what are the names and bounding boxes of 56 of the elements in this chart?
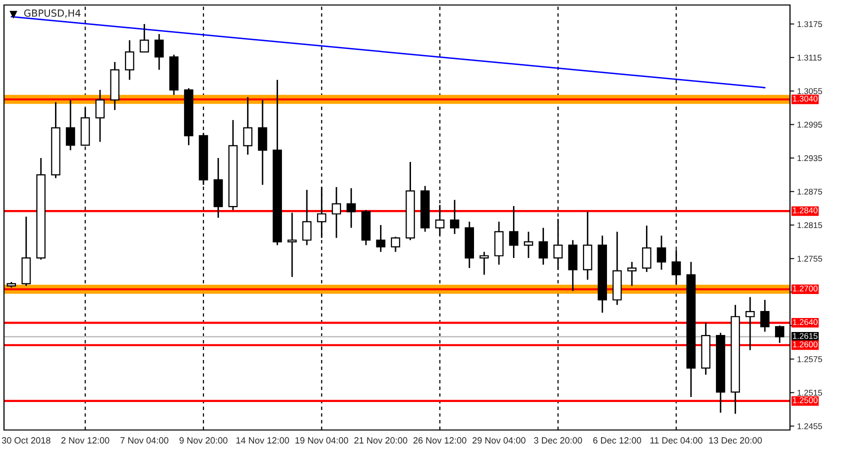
ref-line-label: 1.2500 xyxy=(792,397,818,404)
candlestick xyxy=(243,96,252,156)
x-tick-label: 21 Nov 20:00 xyxy=(354,437,408,444)
candlestick xyxy=(154,33,164,70)
x-tick-label: 30 Oct 2018 xyxy=(2,437,50,444)
x-tick-label: 6 Dec 12:00 xyxy=(593,437,642,444)
candlestick xyxy=(656,234,666,270)
candlestick xyxy=(480,251,489,276)
candlestick xyxy=(66,99,76,151)
ref-line-label: 1.2640 xyxy=(792,319,818,326)
candlestick xyxy=(775,324,784,344)
x-tick-label: 26 Nov 12:00 xyxy=(413,437,466,444)
x-tick-label: 29 Nov 04:00 xyxy=(472,437,526,444)
ref-line-label: 1.2840 xyxy=(792,207,818,214)
candlestick xyxy=(509,205,518,259)
candlestick xyxy=(524,231,534,259)
y-tick-label: 1.2875 xyxy=(798,188,822,195)
x-tick-label: 14 Nov 12:00 xyxy=(236,437,290,444)
y-tick-label: 1.2455 xyxy=(798,423,822,430)
candlestick xyxy=(745,296,755,351)
ref-line-label: 1.3040 xyxy=(792,96,818,102)
x-tick-label: 11 Dec 04:00 xyxy=(650,437,702,444)
y-tick-label: 1.2515 xyxy=(798,390,822,396)
candlestick xyxy=(287,212,297,278)
x-tick-label: 7 Nov 04:00 xyxy=(120,437,168,444)
candlestick xyxy=(95,89,105,143)
y-tick-label: 1.2935 xyxy=(798,155,822,162)
y-tick-label: 1.2755 xyxy=(798,256,822,262)
candlestick xyxy=(376,224,386,253)
candlestick xyxy=(140,23,149,53)
x-tick-label: 2 Nov 12:00 xyxy=(61,437,110,444)
candlestick xyxy=(124,39,134,81)
candlestick xyxy=(450,199,460,235)
ref-line-label: 1.2700 xyxy=(792,286,818,292)
candlestick xyxy=(627,261,637,287)
y-tick-label: 1.2575 xyxy=(798,356,822,362)
candlestick xyxy=(302,189,312,246)
y-tick-label: 1.3175 xyxy=(798,21,822,28)
y-tick-label: 1.2815 xyxy=(798,222,822,228)
ref-line-label: 1.2600 xyxy=(792,341,818,348)
x-tick-label: 13 Dec 20:00 xyxy=(709,437,762,444)
x-tick-label: 9 Nov 20:00 xyxy=(180,437,228,444)
candlestick xyxy=(538,227,548,266)
y-tick-label: 1.2995 xyxy=(798,122,822,128)
candlestick xyxy=(258,99,268,186)
x-tick-label: 19 Nov 04:00 xyxy=(295,437,348,444)
y-tick-label: 1.3115 xyxy=(798,54,822,61)
y-tick-label: 1.3055 xyxy=(798,88,822,94)
candlestick xyxy=(390,236,400,253)
candlestick xyxy=(332,186,342,239)
ref-line-label: 1.2615 xyxy=(792,333,818,339)
candlestick xyxy=(760,299,770,332)
candlestick xyxy=(346,187,356,229)
x-tick-label: 3 Dec 20:00 xyxy=(534,437,582,444)
chart-title: GBPUSD,H4 xyxy=(24,9,81,18)
candlestick xyxy=(642,224,652,273)
